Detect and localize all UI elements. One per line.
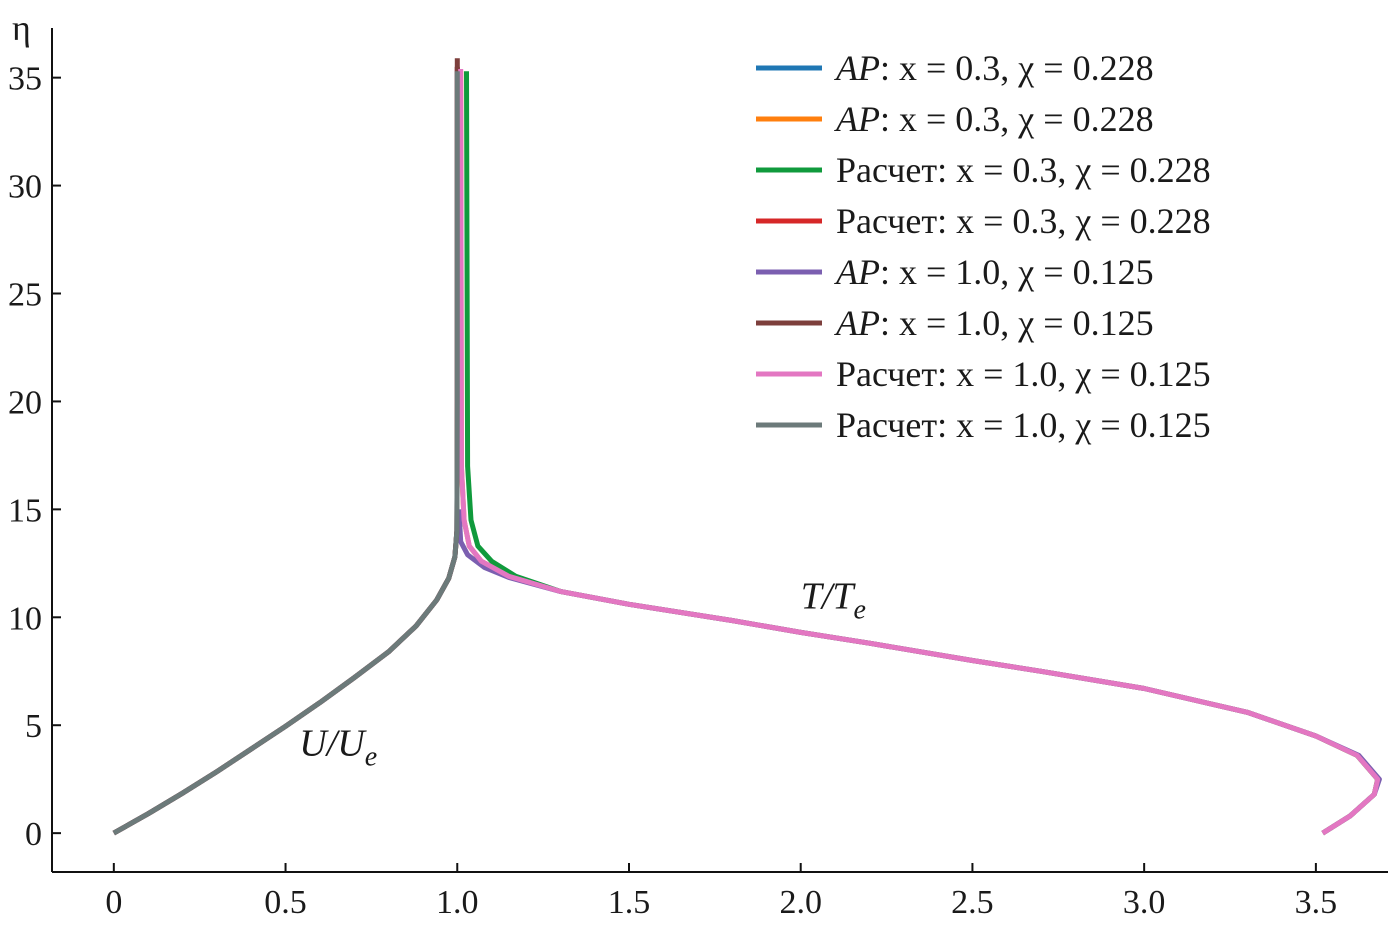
x-tick-label: 3.5 — [1295, 884, 1338, 921]
legend-entry: Расчет: x = 1.0, χ = 0.125 — [836, 405, 1211, 445]
legend-entry: AP: x = 0.3, χ = 0.228 — [834, 48, 1154, 88]
x-tick-label: 0 — [105, 884, 122, 921]
legend-entry: AP: x = 0.3, χ = 0.228 — [834, 99, 1154, 139]
x-tick-label: 1.5 — [608, 884, 651, 921]
legend-entry: AP: x = 1.0, χ = 0.125 — [834, 252, 1154, 292]
x-tick-label: 0.5 — [264, 884, 307, 921]
y-tick-label: 20 — [8, 384, 42, 421]
y-tick-label: 25 — [8, 277, 42, 314]
series-line-4 — [112, 66, 460, 836]
x-tick-label: 2.0 — [779, 884, 822, 921]
series-line-5 — [456, 509, 1382, 836]
axes: 0 0.5 1.0 1.5 2.0 2.5 3.0 3.5 0 5 10 15 20 25 30 35 — [8, 28, 1388, 921]
series-line-6 — [112, 58, 460, 836]
legend-entry: Расчет: x = 0.3, χ = 0.228 — [836, 201, 1211, 241]
x-tick-label: 1.0 — [436, 884, 479, 921]
x-tick-label: 3.0 — [1123, 884, 1166, 921]
y-tick-label: 0 — [25, 816, 42, 853]
series-line-8 — [112, 71, 460, 836]
legend-entry: Расчет: x = 0.3, χ = 0.228 — [836, 150, 1211, 190]
y-tick-label: 30 — [8, 169, 42, 206]
series-line-1 — [112, 66, 460, 836]
y-axis-label: η — [12, 8, 31, 48]
y-tick-label: 15 — [8, 492, 42, 529]
y-tick-label: 35 — [8, 61, 42, 98]
series-line-7 — [458, 68, 1381, 836]
series-lines — [112, 58, 1382, 836]
legend-entry: Расчет: x = 1.0, χ = 0.125 — [836, 354, 1211, 394]
x-tick-label: 2.5 — [951, 884, 994, 921]
y-tick-label: 5 — [25, 708, 42, 745]
legend-entry: AP: x = 1.0, χ = 0.125 — [834, 303, 1154, 343]
annotation-label: U/Ue — [299, 722, 377, 772]
annotation-label: T/Te — [801, 576, 866, 626]
annotations: U/Ue T/Te — [299, 576, 866, 773]
legend: AP: x = 0.3, χ = 0.228 AP: x = 0.3, χ = 0… — [756, 48, 1211, 445]
y-tick-label: 10 — [8, 600, 42, 637]
